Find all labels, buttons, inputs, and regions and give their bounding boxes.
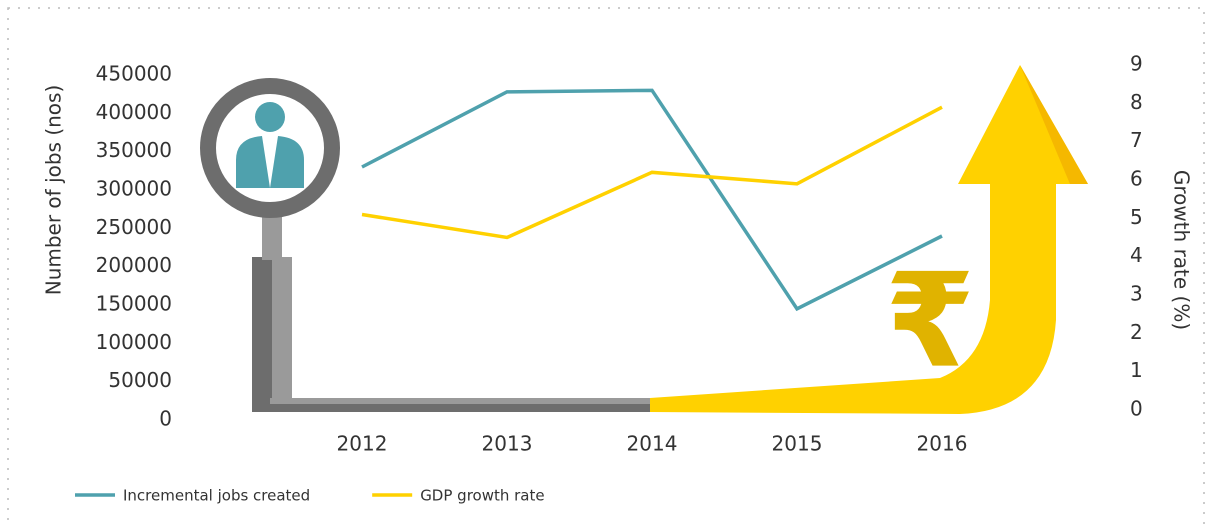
y-tick-label: 50000 bbox=[108, 368, 172, 392]
x-tick-label: 2014 bbox=[627, 432, 678, 456]
frame bbox=[7, 7, 1205, 525]
y2-tick-label: 1 bbox=[1130, 358, 1143, 382]
y-tick-label: 350000 bbox=[96, 138, 172, 162]
x-tick-label: 2013 bbox=[482, 432, 533, 456]
data-line bbox=[361, 88, 943, 312]
y-tick-label: 200000 bbox=[96, 253, 172, 277]
rupee-symbol: ₹ bbox=[885, 245, 975, 397]
y-tick-label: 100000 bbox=[96, 330, 172, 354]
y-tick-label: 150000 bbox=[96, 292, 172, 316]
y2-tick-label: 4 bbox=[1130, 243, 1143, 267]
legend: Incremental jobs created GDP growth rate bbox=[75, 487, 545, 505]
y2-tick-label: 2 bbox=[1130, 320, 1143, 344]
y-tick-label: 300000 bbox=[96, 177, 172, 201]
x-tick-label: 2016 bbox=[917, 432, 968, 456]
y-tick-label: 400000 bbox=[96, 100, 172, 124]
y-tick-label: 0 bbox=[159, 407, 172, 431]
growth-arrow: ₹ bbox=[650, 65, 1088, 414]
y2-tick-label: 8 bbox=[1130, 90, 1143, 114]
y2-tick-label: 7 bbox=[1130, 128, 1143, 152]
legend-label: GDP growth rate bbox=[420, 487, 544, 505]
y2-tick-label: 6 bbox=[1130, 167, 1143, 191]
y2-tick-label: 0 bbox=[1130, 397, 1143, 421]
legend-label: Incremental jobs created bbox=[123, 487, 310, 505]
x-tick-label: 2015 bbox=[772, 432, 823, 456]
y-axis-title: Number of jobs (nos) bbox=[42, 85, 66, 296]
y-tick-label: 450000 bbox=[96, 62, 172, 86]
y2-axis-title: Growth rate (%) bbox=[1170, 170, 1194, 330]
y2-tick-label: 9 bbox=[1130, 52, 1143, 76]
y2-tick-label: 5 bbox=[1130, 205, 1143, 229]
y2-tick-label: 3 bbox=[1130, 282, 1143, 306]
data-line bbox=[361, 105, 943, 240]
y-tick-label: 250000 bbox=[96, 215, 172, 239]
x-tick-label: 2012 bbox=[337, 432, 388, 456]
magnifier-icon bbox=[200, 78, 650, 412]
